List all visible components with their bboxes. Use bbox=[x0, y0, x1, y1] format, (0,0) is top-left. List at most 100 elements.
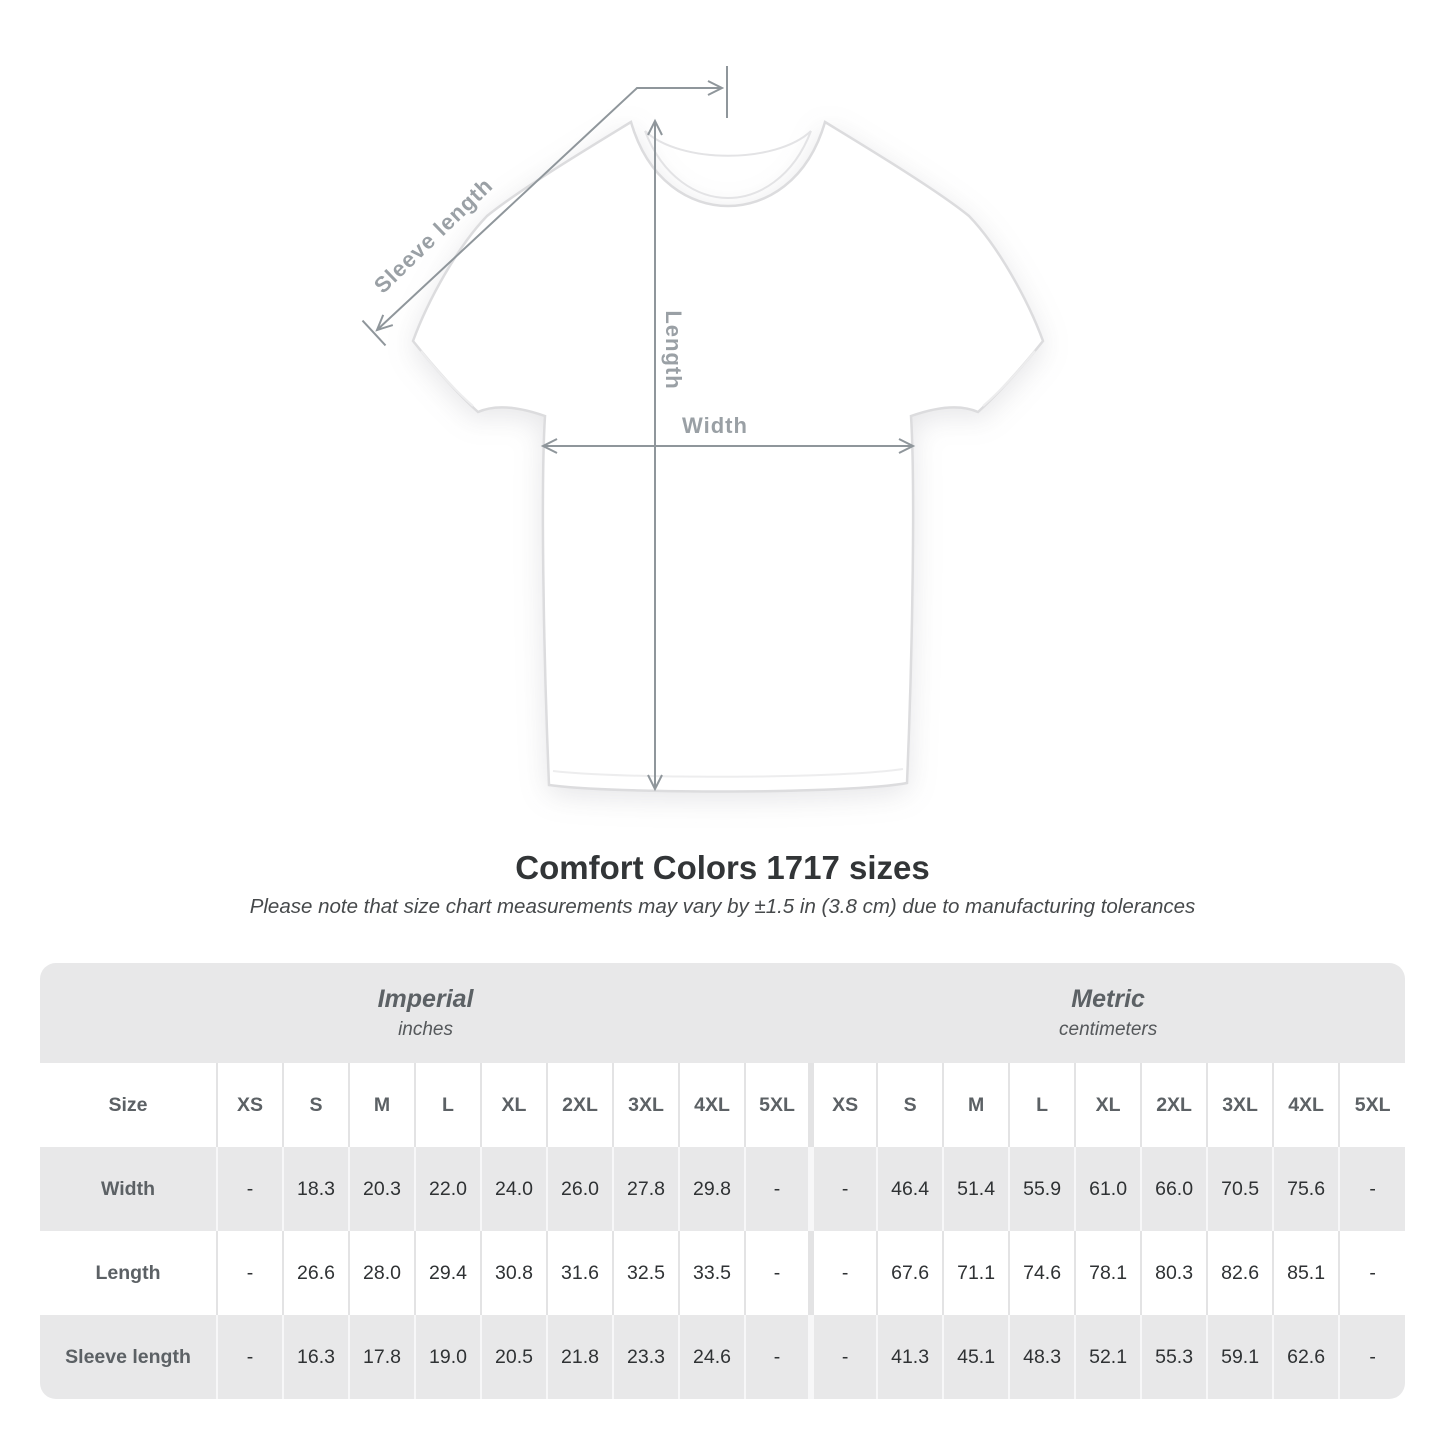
value-cell: 62.6 bbox=[1272, 1315, 1340, 1399]
value-cell: 85.1 bbox=[1272, 1231, 1340, 1315]
tshirt-illustration bbox=[411, 120, 1045, 793]
size-col-header: 3XL bbox=[1206, 1063, 1274, 1147]
size-col-header: XS bbox=[808, 1063, 878, 1147]
sleeve-length-row: Sleeve length - 16.3 17.8 19.0 20.5 21.8… bbox=[40, 1315, 1405, 1399]
value-cell: 21.8 bbox=[546, 1315, 613, 1399]
value-cell: 74.6 bbox=[1008, 1231, 1076, 1315]
size-col-header: 2XL bbox=[546, 1063, 613, 1147]
size-col-header: 2XL bbox=[1140, 1063, 1208, 1147]
value-cell: 24.0 bbox=[480, 1147, 547, 1231]
size-col-header: XL bbox=[480, 1063, 547, 1147]
value-cell: - bbox=[743, 1231, 812, 1315]
value-cell: 26.0 bbox=[546, 1147, 613, 1231]
width-row: Width - 18.3 20.3 22.0 24.0 26.0 27.8 29… bbox=[40, 1147, 1405, 1231]
imperial-unit: inches bbox=[398, 1019, 453, 1040]
size-col-header: 5XL bbox=[743, 1063, 812, 1147]
length-row: Length - 26.6 28.0 29.4 30.8 31.6 32.5 3… bbox=[40, 1231, 1405, 1315]
metric-header: Metric centimeters bbox=[811, 963, 1405, 1063]
value-cell: - bbox=[808, 1231, 878, 1315]
size-col-header: S bbox=[282, 1063, 349, 1147]
size-col-header: L bbox=[1008, 1063, 1076, 1147]
value-cell: 51.4 bbox=[942, 1147, 1010, 1231]
value-cell: 29.4 bbox=[414, 1231, 481, 1315]
value-cell: - bbox=[216, 1147, 283, 1231]
sleeve-end-tick bbox=[361, 319, 387, 347]
metric-title: Metric bbox=[1071, 985, 1145, 1013]
size-col-header: M bbox=[942, 1063, 1010, 1147]
value-cell: 31.6 bbox=[546, 1231, 613, 1315]
page-title: Comfort Colors 1717 sizes bbox=[515, 849, 930, 886]
value-cell: 19.0 bbox=[414, 1315, 481, 1399]
size-col-header: L bbox=[414, 1063, 481, 1147]
value-cell: 59.1 bbox=[1206, 1315, 1274, 1399]
value-cell: 18.3 bbox=[282, 1147, 349, 1231]
value-cell: 41.3 bbox=[876, 1315, 944, 1399]
value-cell: 17.8 bbox=[348, 1315, 415, 1399]
width-dimension: Width bbox=[540, 413, 916, 454]
value-cell: 55.3 bbox=[1140, 1315, 1208, 1399]
value-cell: - bbox=[743, 1147, 812, 1231]
value-cell: 32.5 bbox=[612, 1231, 679, 1315]
value-cell: 26.6 bbox=[282, 1231, 349, 1315]
value-cell: 45.1 bbox=[942, 1315, 1010, 1399]
width-label: Width bbox=[682, 413, 748, 438]
value-cell: - bbox=[808, 1147, 878, 1231]
tolerance-note: Please note that size chart measurements… bbox=[249, 895, 1196, 918]
value-cell: 20.3 bbox=[348, 1147, 415, 1231]
right-cuff-stitch bbox=[982, 350, 1036, 407]
value-cell: 29.8 bbox=[678, 1147, 745, 1231]
value-cell: - bbox=[1338, 1315, 1405, 1399]
row-label: Length bbox=[40, 1231, 217, 1315]
imperial-title: Imperial bbox=[377, 985, 474, 1013]
value-cell: 61.0 bbox=[1074, 1147, 1142, 1231]
value-cell: 30.8 bbox=[480, 1231, 547, 1315]
row-label: Width bbox=[40, 1147, 217, 1231]
sleeve-length-arrowhead-right bbox=[707, 80, 725, 96]
size-column-header: Size bbox=[40, 1063, 217, 1147]
unit-system-band: Imperial inches Metric centimeters bbox=[40, 963, 1405, 1063]
value-cell: 27.8 bbox=[612, 1147, 679, 1231]
value-cell: 33.5 bbox=[678, 1231, 745, 1315]
size-col-header: XL bbox=[1074, 1063, 1142, 1147]
width-arrowhead-left bbox=[540, 438, 558, 454]
size-table: Imperial inches Metric centimeters Size … bbox=[40, 963, 1405, 1399]
collar-inner-seam bbox=[644, 130, 812, 200]
imperial-header: Imperial inches bbox=[40, 963, 812, 1063]
value-cell: - bbox=[1338, 1231, 1405, 1315]
value-cell: - bbox=[808, 1315, 878, 1399]
left-cuff-stitch bbox=[420, 350, 474, 407]
value-cell: - bbox=[1338, 1147, 1405, 1231]
size-col-header: 3XL bbox=[612, 1063, 679, 1147]
size-col-header: XS bbox=[216, 1063, 283, 1147]
tshirt-size-diagram: Sleeve length Length Width bbox=[361, 66, 1045, 793]
value-cell: - bbox=[216, 1315, 283, 1399]
size-col-header: 4XL bbox=[1272, 1063, 1340, 1147]
value-cell: 22.0 bbox=[414, 1147, 481, 1231]
value-cell: - bbox=[216, 1231, 283, 1315]
value-cell: 46.4 bbox=[876, 1147, 944, 1231]
row-label: Sleeve length bbox=[40, 1315, 217, 1399]
size-col-header: M bbox=[348, 1063, 415, 1147]
value-cell: 23.3 bbox=[612, 1315, 679, 1399]
value-cell: 28.0 bbox=[348, 1231, 415, 1315]
value-cell: 80.3 bbox=[1140, 1231, 1208, 1315]
length-label: Length bbox=[661, 310, 686, 389]
tshirt-body bbox=[411, 120, 1045, 793]
sleeve-length-arrowhead-left bbox=[375, 314, 394, 332]
value-cell: 75.6 bbox=[1272, 1147, 1340, 1231]
value-cell: 71.1 bbox=[942, 1231, 1010, 1315]
value-cell: 52.1 bbox=[1074, 1315, 1142, 1399]
value-cell: 48.3 bbox=[1008, 1315, 1076, 1399]
value-cell: 55.9 bbox=[1008, 1147, 1076, 1231]
length-arrowhead-bottom bbox=[647, 774, 663, 792]
hem-stitch bbox=[552, 768, 904, 778]
value-cell: 66.0 bbox=[1140, 1147, 1208, 1231]
metric-unit: centimeters bbox=[1059, 1019, 1158, 1040]
value-cell: 24.6 bbox=[678, 1315, 745, 1399]
value-cell: - bbox=[743, 1315, 812, 1399]
value-cell: 16.3 bbox=[282, 1315, 349, 1399]
size-col-header: S bbox=[876, 1063, 944, 1147]
length-dimension: Length bbox=[647, 118, 686, 792]
value-cell: 67.6 bbox=[876, 1231, 944, 1315]
sleeve-length-line bbox=[376, 87, 722, 331]
